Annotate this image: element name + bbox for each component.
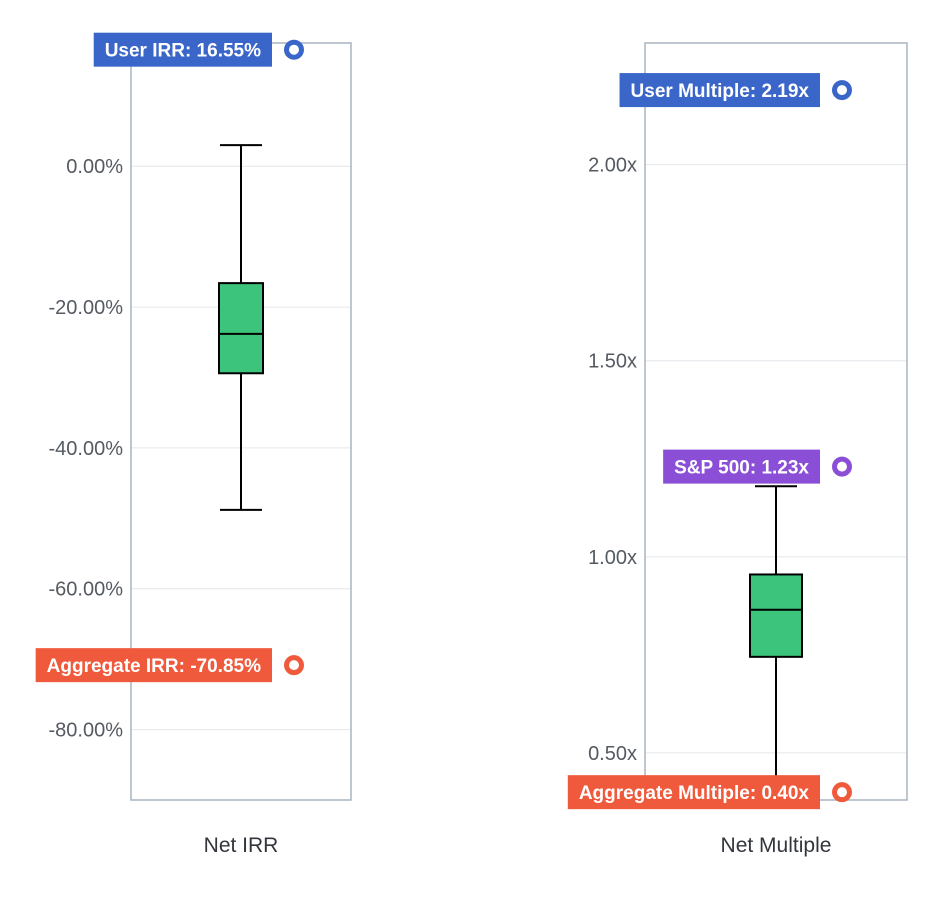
y-tick-label: -60.00% bbox=[49, 579, 124, 601]
marker-label: User Multiple: 2.19x bbox=[631, 81, 810, 102]
marker-point bbox=[284, 39, 304, 60]
marker-label: S&P 500: 1.23x bbox=[674, 458, 809, 479]
marker-label: User IRR: 16.55% bbox=[105, 41, 261, 62]
marker-label: Aggregate Multiple: 0.40x bbox=[579, 783, 810, 804]
marker-point bbox=[284, 655, 304, 676]
marker-point bbox=[832, 456, 852, 477]
marker-badge bbox=[93, 32, 272, 67]
marker-point bbox=[832, 80, 852, 101]
marker-badge bbox=[663, 449, 820, 484]
marker-label: Aggregate IRR: -70.85% bbox=[47, 656, 261, 677]
y-tick-label: 2.00x bbox=[588, 155, 637, 177]
y-tick-label: 0.50x bbox=[588, 743, 637, 765]
y-tick-label: 1.00x bbox=[588, 547, 637, 569]
y-tick-label: 0.00% bbox=[66, 156, 123, 178]
y-tick-label: -40.00% bbox=[49, 438, 124, 460]
y-tick-label: -20.00% bbox=[49, 297, 124, 319]
marker-badge bbox=[619, 73, 820, 108]
iqr-box bbox=[218, 282, 264, 375]
y-tick-label: 1.50x bbox=[588, 351, 637, 373]
iqr-box bbox=[749, 573, 803, 658]
marker-badge bbox=[567, 775, 820, 810]
x-axis-title: Net IRR bbox=[204, 834, 279, 857]
marker-badge bbox=[35, 648, 272, 683]
marker-point bbox=[832, 782, 852, 803]
y-tick-label: -80.00% bbox=[49, 720, 124, 742]
x-axis-title: Net Multiple bbox=[721, 834, 832, 857]
